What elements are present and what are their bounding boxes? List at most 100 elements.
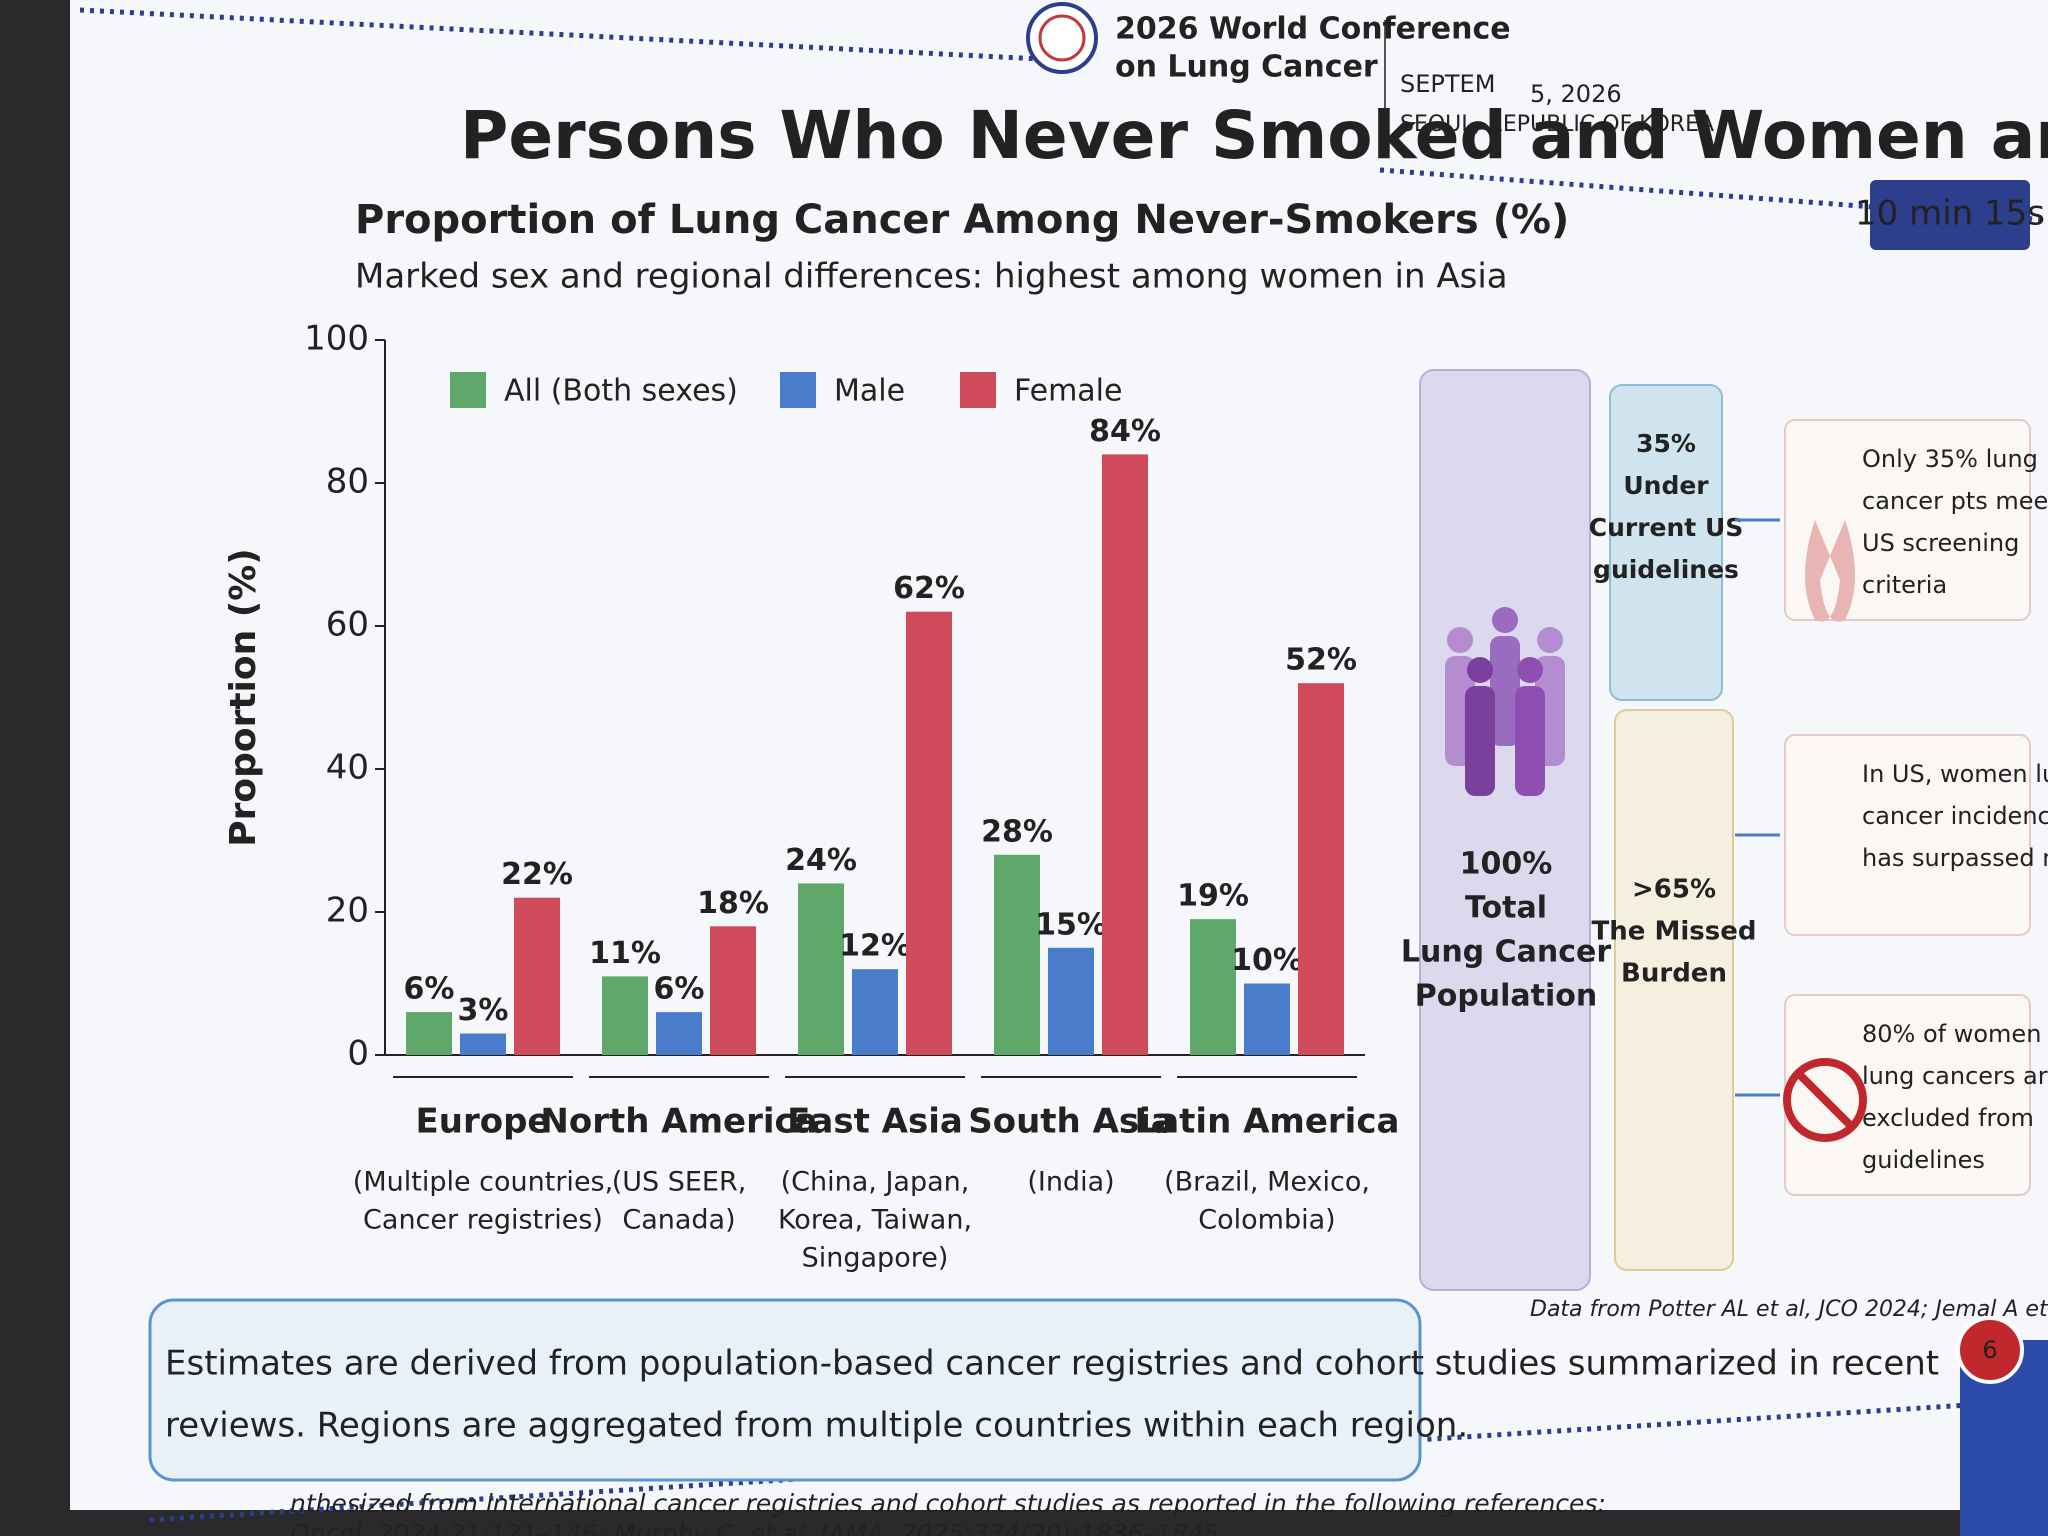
bar (602, 976, 648, 1055)
bar (994, 854, 1040, 1055)
missed-box (1614, 709, 1734, 1271)
bar-value-label: 15% (1035, 907, 1107, 942)
legend-label: Male (834, 374, 905, 409)
page-badge (1956, 1316, 2024, 1384)
total-box (1419, 369, 1591, 1291)
bar-value-label: 6% (654, 972, 705, 1007)
total-text: 100% (1460, 847, 1553, 882)
y-tick-label: 80 (326, 462, 369, 502)
callout-box (148, 1298, 1422, 1482)
bar-value-label: 28% (981, 814, 1053, 849)
conference-name: on Lung Cancer (1115, 50, 1378, 85)
x-tick-sublabel: (China, Japan, (781, 1167, 970, 1198)
conference-date: SEPTEM (1400, 70, 1495, 98)
legend-swatch (780, 372, 816, 408)
reference-text: Oncol. 2024;21:121–146; Murphy C, et al.… (290, 1519, 1227, 1536)
legend-label: Female (1014, 374, 1122, 409)
person-icon (1467, 657, 1493, 683)
note-text: cancer pts meet (1862, 487, 2048, 515)
note-text: US screening (1862, 529, 2019, 557)
y-tick-label: 100 (304, 319, 369, 359)
bar (710, 926, 756, 1055)
bar (1298, 683, 1344, 1055)
bar (406, 1012, 452, 1055)
bar-value-label: 12% (839, 929, 911, 964)
bar-value-label: 3% (458, 993, 509, 1028)
x-tick-label: East Asia (787, 1102, 963, 1142)
note-text: Only 35% lung (1862, 445, 2038, 473)
under-text: Current US (1589, 513, 1744, 542)
y-tick-label: 0 (347, 1034, 369, 1074)
x-tick-sublabel: (India) (1027, 1167, 1114, 1198)
y-tick-label: 20 (326, 891, 369, 931)
total-text: Population (1415, 979, 1598, 1014)
bar (514, 897, 560, 1055)
bar (798, 883, 844, 1055)
bar-value-label: 22% (501, 857, 573, 892)
source-note: Data from Potter AL et al, JCO 2024; Jem… (1530, 1297, 2048, 1322)
x-tick-label: North America (540, 1102, 817, 1142)
no-smoking-icon (1783, 1058, 1867, 1142)
x-tick-label: South Asia (968, 1102, 1174, 1142)
bar-value-label: 24% (785, 843, 857, 878)
header-dots (79, 7, 1061, 63)
note-text: criteria (1862, 571, 1947, 599)
conference-date: 5, 2026 (1530, 80, 1622, 108)
callout-text: Estimates are derived from population-ba… (165, 1344, 1939, 1384)
note-text: guidelines (1862, 1146, 1985, 1174)
timer: 10 min 15s (1855, 194, 2045, 234)
person-icon (1515, 686, 1545, 796)
callout-text: reviews. Regions are aggregated from mul… (165, 1406, 1468, 1446)
x-tick-label: Europe (416, 1102, 551, 1142)
legend-swatch (960, 372, 996, 408)
note-text: excluded from (1862, 1104, 2034, 1132)
logo (1038, 14, 1086, 62)
person-icon (1517, 657, 1543, 683)
x-tick-sublabel: Colombia) (1198, 1205, 1335, 1236)
x-tick-sublabel: Cancer registries) (363, 1205, 603, 1236)
reference-text: nthesized from international cancer regi… (290, 1489, 1606, 1518)
total-text: Total (1465, 891, 1547, 926)
y-axis-label: Proportion (%) (223, 548, 264, 847)
person-icon (1447, 627, 1473, 653)
bar-value-label: 10% (1231, 943, 1303, 978)
person-icon (1490, 636, 1520, 746)
conference-location: SEOUL, REPUBLIC OF KOREA (1400, 112, 1714, 137)
x-tick-sublabel: (Multiple countries, (353, 1167, 613, 1198)
logo (1026, 2, 1098, 74)
bar-value-label: 6% (404, 972, 455, 1007)
bar-value-label: 84% (1089, 414, 1161, 449)
chart-title: Proportion of Lung Cancer Among Never-Sm… (355, 197, 1569, 243)
x-tick-sublabel: Canada) (622, 1205, 735, 1236)
no-smoking-icon (1795, 1070, 1855, 1130)
under-text: guidelines (1593, 555, 1739, 584)
note-text: In US, women lung (1862, 760, 2048, 788)
bar (1102, 454, 1148, 1055)
note-text: 80% of women (1862, 1020, 2041, 1048)
page-number: 6 (1982, 1336, 1997, 1364)
slide-title: Persons Who Never Smoked and Women are M… (460, 97, 2048, 174)
x-tick-sublabel: (US SEER, (612, 1167, 747, 1198)
y-tick-label: 40 (326, 748, 369, 788)
note-text: lung cancers are (1862, 1062, 2048, 1090)
bar-value-label: 11% (589, 936, 661, 971)
x-tick-label: Latin America (1135, 1102, 1400, 1142)
bar (656, 1012, 702, 1055)
missed-text: The Missed (1592, 917, 1757, 947)
x-tick-sublabel: (Brazil, Mexico, (1164, 1167, 1370, 1198)
person-icon (1492, 607, 1518, 633)
note-box (1784, 734, 2031, 936)
timer-badge (1870, 180, 2030, 250)
person-icon (1465, 686, 1495, 796)
bar (1048, 947, 1094, 1055)
missed-text: Burden (1621, 959, 1727, 989)
under-text: Under (1623, 471, 1709, 500)
bar-value-label: 19% (1177, 879, 1249, 914)
under-box (1609, 384, 1723, 701)
person-icon (1537, 627, 1563, 653)
bar (460, 1033, 506, 1055)
bar (852, 969, 898, 1055)
bar-value-label: 62% (893, 571, 965, 606)
x-tick-sublabel: Singapore) (802, 1243, 949, 1274)
bar (906, 611, 952, 1055)
